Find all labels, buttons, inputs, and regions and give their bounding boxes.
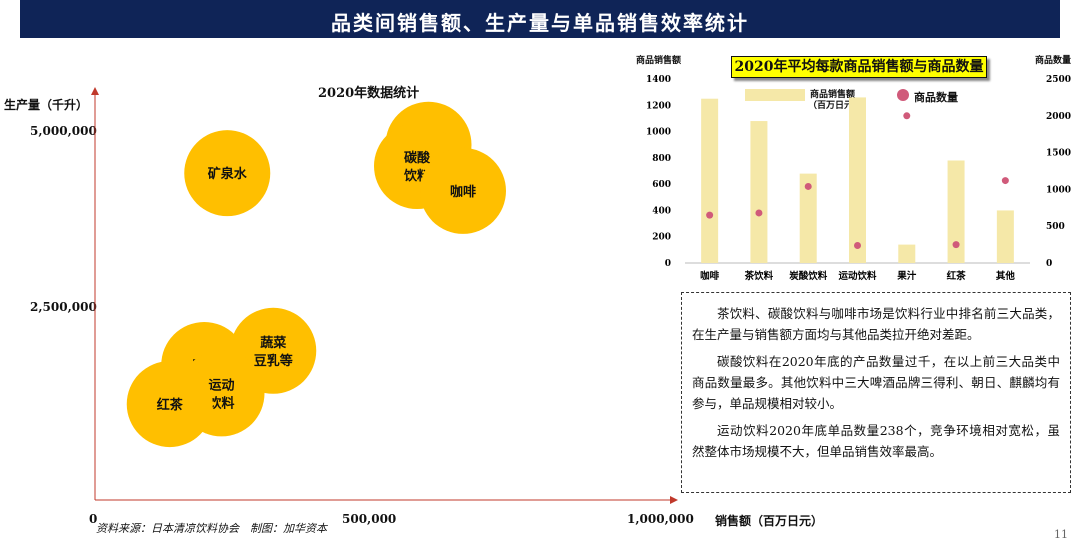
- commentary-box: 茶饮料、碳酸饮料与咖啡市场是饮料行业中排名前三大品类，在生产量与销售额方面均与其…: [681, 292, 1071, 493]
- left-tick-5: 1000: [646, 128, 671, 138]
- bubble-label-2: 咖啡: [450, 184, 476, 200]
- left-tick-2: 400: [652, 206, 671, 216]
- bar-2: [799, 173, 817, 263]
- left-tick-4: 800: [652, 154, 671, 164]
- right-tick-0: 0: [1046, 259, 1052, 269]
- combo-chart-title: 2020年平均每款商品销售额与商品数量: [731, 56, 987, 78]
- bubble-label-4: 蔬菜: [260, 335, 286, 351]
- bubble-x-tick-0: 0: [89, 512, 98, 526]
- bubble-y-tick-2_5m: 2,500,000: [30, 300, 97, 314]
- left-tick-0: 0: [665, 259, 671, 269]
- left-tick-7: 1400: [646, 75, 671, 85]
- bubble-label-6: 饮料: [207, 395, 234, 411]
- dot-legend-label: 商品数量: [914, 91, 958, 104]
- bubble-label-1: 碳酸: [404, 150, 431, 166]
- bar-legend-label-2: （百万日元）: [808, 101, 863, 111]
- bubble-label-6: 运动: [208, 378, 234, 393]
- right-tick-2: 1000: [1046, 185, 1071, 195]
- bubble-x-axis-arrow: [670, 496, 678, 504]
- commentary-paragraph-3: 运动饮料2020年底单品数量238个，竞争环境相对宽松，虽然整体市场规模不大，但…: [692, 423, 1060, 459]
- dot-3: [854, 241, 861, 249]
- bubble-label-4: 豆乳等: [254, 353, 293, 369]
- page-title: 品类间销售额、生产量与单品销售效率统计: [331, 11, 749, 35]
- category-label-2: 炭酸饮料: [789, 270, 828, 282]
- source-note: 资料来源：日本清凉饮料协会 制图：加华资本: [96, 522, 327, 535]
- right-tick-1: 500: [1046, 222, 1065, 232]
- bubble-y-axis-label: 生产量（千升）: [4, 98, 89, 112]
- bubble-label-7: 红茶: [157, 397, 184, 413]
- category-label-4: 果汁: [896, 270, 917, 282]
- left-tick-3: 600: [652, 180, 671, 190]
- left-tick-6: 1200: [646, 101, 671, 111]
- bubble-y-tick-5m: 5,000,000: [30, 124, 97, 138]
- dot-6: [1001, 177, 1009, 185]
- page-number: 11: [1054, 528, 1068, 541]
- right-axis-title: 商品数量: [1035, 56, 1072, 66]
- bar-legend-label-1: 商品销售额: [810, 90, 856, 100]
- bar-3: [849, 97, 866, 264]
- bar-4: [898, 244, 916, 263]
- bubble-7: [126, 361, 213, 448]
- bubble-x-tick-500k: 500,000: [342, 512, 397, 526]
- bubble-2: [420, 147, 506, 234]
- bubble-label-3: 矿泉水: [208, 166, 248, 182]
- left-axis-title: 商品销售额: [636, 56, 682, 66]
- dot-2: [804, 182, 812, 190]
- bubble-x-tick-1m: 1,000,000: [627, 512, 694, 526]
- bubble-3: [184, 130, 271, 217]
- title-banner: 品类间销售额、生产量与单品销售效率统计: [20, 0, 1060, 38]
- category-label-3: 运动饮料: [838, 270, 877, 282]
- right-tick-3: 1500: [1046, 149, 1071, 159]
- dot-legend-swatch: [897, 89, 909, 101]
- bubble-chart-title: 2020年数据统计: [318, 86, 420, 101]
- dot-0: [706, 211, 714, 219]
- category-label-1: 茶饮料: [744, 270, 774, 282]
- bar-legend-swatch: [745, 89, 805, 101]
- bar-5: [947, 160, 965, 263]
- bubble-y-axis-arrow: [91, 87, 99, 95]
- category-label-5: 红茶: [947, 270, 967, 282]
- bar-6: [996, 210, 1014, 263]
- right-tick-4: 2000: [1046, 112, 1071, 122]
- dot-1: [755, 209, 763, 217]
- category-label-6: 其他: [996, 270, 1016, 282]
- bar-1: [750, 121, 768, 263]
- bubble-x-axis-label: 销售额（百万日元）: [715, 514, 824, 528]
- category-label-0: 咖啡: [700, 270, 720, 282]
- commentary-paragraph-2: 碳酸饮料在2020年底的产品数量过千，在以上前三大品类中商品数量最多。其他饮料中…: [692, 354, 1060, 411]
- dot-5: [952, 241, 960, 249]
- bar-0: [701, 98, 719, 263]
- right-tick-5: 2500: [1046, 75, 1071, 85]
- dot-4: [903, 112, 911, 120]
- commentary-paragraph-1: 茶饮料、碳酸饮料与咖啡市场是饮料行业中排名前三大品类，在生产量与销售额方面均与其…: [692, 306, 1060, 342]
- left-tick-1: 200: [652, 233, 671, 243]
